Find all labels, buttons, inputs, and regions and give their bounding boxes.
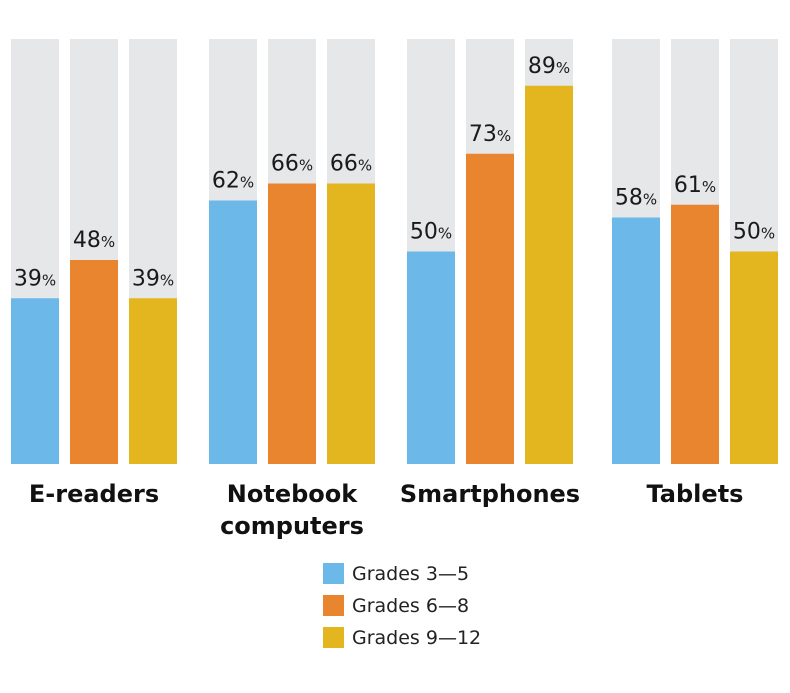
legend-swatch [323,595,344,616]
legend-label: Grades 9—12 [352,627,481,649]
data-label: 39% [14,266,56,291]
bar-notebook-series-1 [268,183,316,464]
data-label: 58% [615,186,657,211]
bar-notebook-series-0 [209,200,257,464]
data-label: 66% [330,152,372,177]
bar-notebook-series-2 [327,183,375,464]
legend-swatch [323,563,344,584]
bar-smartphones-series-2 [525,85,573,464]
category-label: computers [220,512,364,540]
data-label: 73% [469,122,511,147]
data-label: 61% [674,173,716,198]
bar-tablets-series-1 [671,204,719,464]
data-label: 50% [410,220,452,245]
bar-e-readers-series-1 [70,260,118,464]
data-label: 66% [271,152,313,177]
bar-tablets-series-0 [612,217,660,464]
bar-smartphones-series-1 [466,153,514,464]
category-label: Notebook [227,480,358,508]
data-label: 62% [212,169,254,194]
legend-label: Grades 6—8 [352,595,469,617]
data-label: 39% [132,266,174,291]
bar-e-readers-series-2 [129,298,177,464]
category-label: Tablets [647,480,744,508]
data-label: 48% [73,228,115,253]
data-label: 50% [733,220,775,245]
bar-tablets-series-2 [730,251,778,464]
legend-label: Grades 3—5 [352,563,469,585]
legend-swatch [323,627,344,648]
category-label: E-readers [29,480,159,508]
bar-smartphones-series-0 [407,251,455,464]
data-label: 89% [528,54,570,79]
bar-e-readers-series-0 [11,298,59,464]
category-label: Smartphones [400,480,580,508]
